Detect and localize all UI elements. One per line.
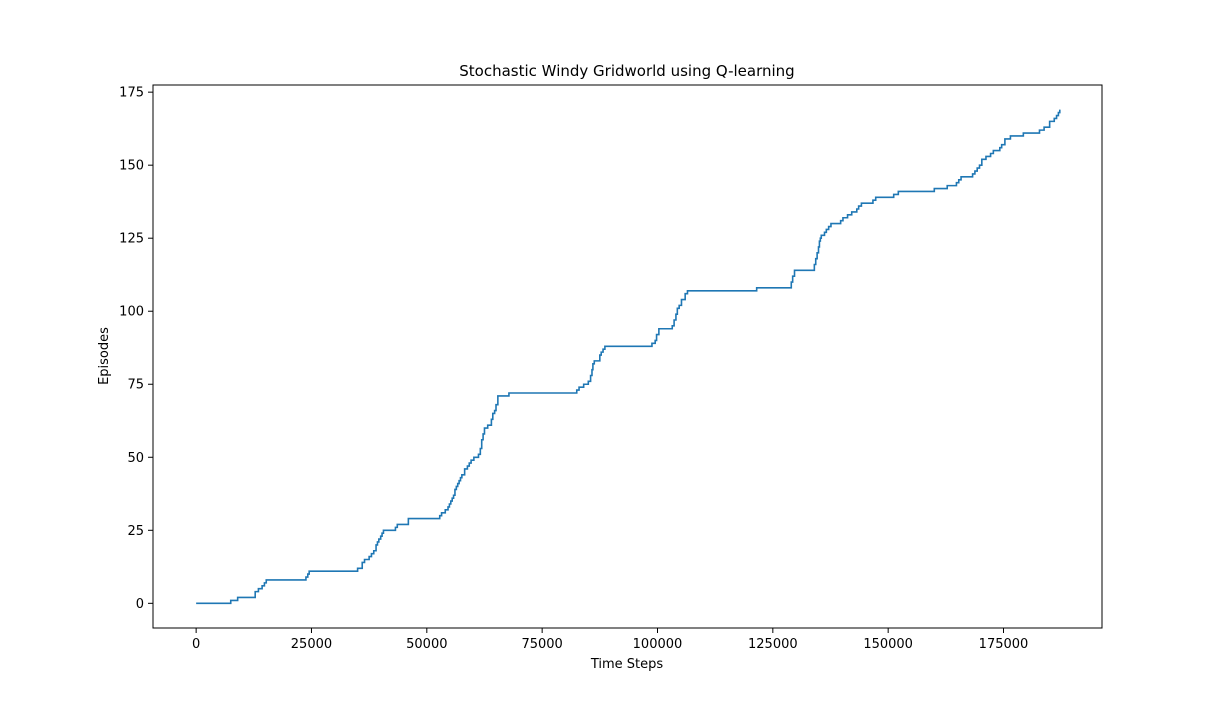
y-tick-label: 150: [119, 159, 144, 174]
y-axis: 0 25 50 75 100 125 150 175: [119, 86, 153, 612]
y-axis-label: Episodes: [97, 327, 112, 385]
plot-area: [196, 109, 1061, 605]
y-tick-label: 175: [119, 86, 144, 101]
x-tick-label: 100000: [633, 637, 683, 652]
x-tick-label: 25000: [291, 637, 332, 652]
y-tick-label: 25: [127, 524, 144, 539]
y-tick-label: 125: [119, 232, 144, 247]
x-axis: 0 25000 50000 75000 100000 125000 150000 175000: [192, 628, 1028, 652]
x-tick-label: 0: [192, 637, 200, 652]
y-tick-label: 100: [119, 305, 144, 320]
x-tick-label: 125000: [748, 637, 798, 652]
y-tick-label: 75: [127, 378, 144, 393]
x-axis-label: Time Steps: [590, 657, 664, 672]
x-tick-label: 50000: [406, 637, 447, 652]
y-tick-label: 50: [127, 451, 144, 466]
series-line-0: [196, 109, 1061, 605]
chart-title: Stochastic Windy Gridworld using Q-learn…: [459, 62, 794, 80]
y-tick-label: 0: [136, 597, 144, 612]
x-tick-label: 175000: [979, 637, 1029, 652]
x-tick-label: 75000: [521, 637, 562, 652]
x-tick-label: 150000: [863, 637, 913, 652]
plot-frame: [152, 84, 1103, 629]
